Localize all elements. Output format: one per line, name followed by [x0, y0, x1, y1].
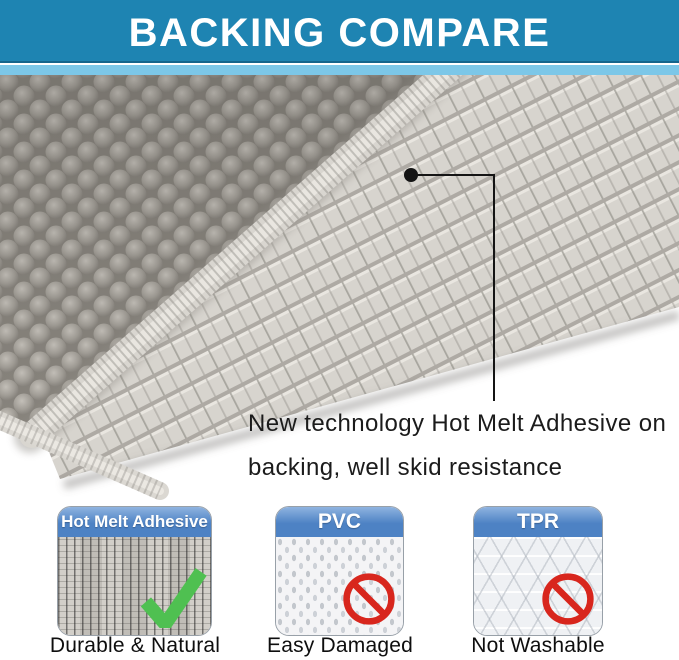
pvc-texture-swatch: [276, 537, 403, 635]
card-band-label: PVC: [317, 510, 362, 533]
card-pvc: PVC: [275, 506, 404, 636]
callout-line: [411, 174, 495, 401]
annotation-text: New technology Hot Melt Adhesive on back…: [248, 402, 678, 490]
card-band-label: TPR: [517, 510, 559, 533]
annotation-line-1: New technology Hot Melt Adhesive on: [248, 410, 667, 437]
card-band-label: Hot Melt Adhesive: [61, 512, 208, 531]
front-edge-binding-highlight: [0, 416, 164, 495]
prohibited-icon: [343, 573, 395, 625]
caption-durable-natural: Durable & Natural: [49, 634, 221, 657]
card-tpr: TPR: [473, 506, 603, 636]
fold-binding-highlight: [26, 75, 452, 441]
rug-pile-shading: [0, 75, 460, 487]
tpr-texture-swatch: [474, 537, 602, 635]
card-band: PVC: [276, 507, 403, 537]
caption-easy-damaged: Easy Damaged: [267, 634, 413, 657]
rug-backing-texture: [38, 75, 679, 479]
card-hot-melt-adhesive: Hot Melt Adhesive: [57, 506, 212, 636]
card-band: TPR: [474, 507, 602, 537]
checkmark-icon: [140, 568, 207, 628]
callout-dot: [404, 168, 418, 182]
caption-not-washable: Not Washable: [471, 634, 605, 657]
banner-title: BACKING COMPARE: [128, 11, 551, 55]
backing-edge-shadow: [62, 310, 679, 490]
rug-photo-illustration: [0, 75, 679, 500]
banner-accent-strip: [0, 65, 679, 75]
rug-photo: [0, 75, 679, 503]
prohibited-icon: [542, 573, 594, 625]
hot-melt-texture-swatch: [58, 537, 211, 635]
banner: BACKING COMPARE: [0, 0, 679, 63]
annotation-line-2: backing, well skid resistance: [248, 454, 563, 481]
front-edge-binding-ribs: [0, 410, 164, 500]
card-band: Hot Melt Adhesive: [58, 507, 211, 537]
